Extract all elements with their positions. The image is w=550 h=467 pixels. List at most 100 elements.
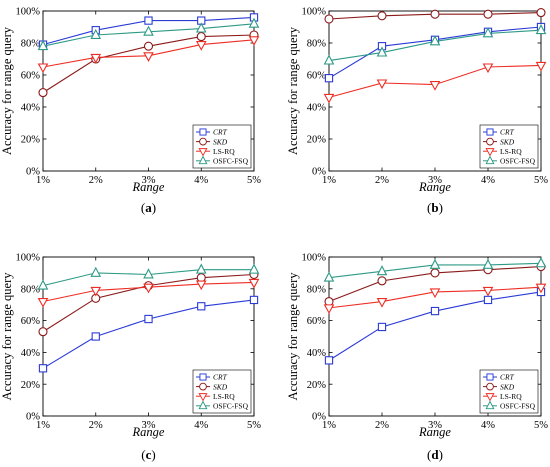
data-point — [37, 297, 49, 308]
legend-item-ls-rq: LS-RQ — [483, 392, 522, 402]
y-tick-label: 0% — [26, 412, 40, 423]
data-point — [195, 41, 207, 51]
x-tick-label: 5% — [534, 175, 548, 186]
data-point — [90, 286, 102, 297]
data-point — [535, 283, 547, 294]
y-tick-label: 100% — [302, 7, 327, 18]
data-point — [324, 74, 334, 83]
data-point — [429, 35, 441, 46]
legend-swatch-marker — [199, 382, 207, 391]
panel-label: (b) — [427, 200, 443, 215]
legend-label: SKD — [213, 382, 228, 391]
legend-label: LS-RQ — [213, 392, 235, 401]
data-point — [323, 54, 335, 65]
data-point — [143, 268, 154, 279]
legend-item-skd: SKD — [483, 382, 515, 391]
legend-item-ls-rq: LS-RQ — [196, 392, 235, 402]
chart-panel-d: 0% 20% 40% 60% 80% 100% 1% 2% 3% 4% 5% Range Accurac… — [286, 253, 548, 462]
series-line — [328, 29, 542, 62]
legend-label: CRT — [500, 128, 515, 137]
x-axis-label: Range — [132, 180, 165, 194]
data-point — [196, 32, 206, 42]
legend-swatch-marker — [198, 393, 208, 402]
series-line — [328, 291, 542, 361]
data-point — [38, 88, 48, 98]
y-axis-label: Accuracy for range query — [0, 26, 14, 155]
y-tick-label: 100% — [16, 253, 41, 264]
legend-swatch-marker — [199, 373, 207, 381]
data-point — [144, 314, 153, 324]
series-crt — [324, 287, 546, 365]
legend-swatch-marker — [486, 128, 494, 136]
legend-label: LS-RQ — [500, 392, 522, 401]
x-tick-label: 2% — [375, 175, 389, 186]
legend-item-osfc-fsq: OSFC-FSQ — [196, 400, 249, 411]
legend-item-osfc-fsq: OSFC-FSQ — [483, 155, 536, 166]
data-point — [197, 302, 206, 311]
data-point — [195, 22, 207, 33]
x-tick-label: 1% — [322, 420, 336, 431]
legend-swatch-marker — [199, 137, 207, 146]
legend-swatch-marker — [485, 393, 495, 402]
x-tick-label: 1% — [322, 175, 336, 186]
y-tick-label: 80% — [307, 284, 327, 295]
series-osfc-fsq — [37, 17, 260, 51]
legend-item-crt: CRT — [483, 128, 515, 137]
legend-swatch-marker — [486, 382, 494, 391]
x-tick-label: 4% — [481, 420, 495, 431]
panel-letter: b — [431, 200, 438, 215]
legend-item-osfc-fsq: OSFC-FSQ — [196, 155, 249, 166]
panel-letter: c — [146, 447, 152, 462]
y-tick-label: 0% — [312, 167, 326, 178]
data-point — [38, 364, 48, 373]
data-point — [376, 46, 388, 57]
legend-item-skd: SKD — [483, 137, 515, 146]
data-point — [195, 280, 207, 291]
legend-swatch-marker — [485, 155, 495, 165]
data-point — [429, 288, 441, 299]
legend-label: CRT — [500, 373, 515, 382]
series-skd — [324, 261, 546, 307]
data-point — [37, 63, 49, 74]
y-tick-label: 80% — [21, 284, 41, 295]
y-tick-label: 40% — [307, 348, 327, 359]
x-tick-label: 3% — [142, 420, 156, 431]
data-point — [536, 8, 546, 18]
legend-swatch-marker — [199, 128, 207, 136]
panel-label: (d) — [427, 447, 443, 462]
y-tick-label: 60% — [307, 71, 327, 82]
data-point — [376, 265, 388, 276]
data-point — [482, 258, 494, 269]
data-point — [429, 81, 441, 91]
data-point — [37, 279, 49, 290]
legend-swatch-marker — [485, 400, 495, 410]
x-tick-label: 3% — [428, 420, 442, 431]
y-tick-label: 20% — [21, 135, 41, 146]
legend-label: LS-RQ — [213, 147, 235, 156]
y-tick-label: 100% — [16, 7, 41, 18]
legend-item-crt: CRT — [483, 373, 515, 382]
chart-panel-c: 0% 20% 40% 60% 80% 100% 1% 2% 3% 4% 5% Range Accurac… — [0, 253, 261, 462]
data-point — [324, 14, 334, 24]
x-tick-label: 1% — [36, 420, 50, 431]
y-tick-label: 80% — [21, 39, 41, 50]
data-point — [90, 28, 102, 39]
data-point — [430, 268, 440, 278]
data-point — [377, 276, 387, 286]
data-point — [323, 93, 335, 104]
data-point — [535, 61, 547, 72]
data-point — [376, 297, 388, 308]
x-tick-label: 2% — [89, 175, 103, 186]
legend-label: SKD — [500, 382, 515, 391]
data-point — [144, 16, 153, 25]
data-point — [143, 25, 154, 36]
x-tick-label: 3% — [142, 175, 156, 186]
chart-panel-b: 0% 20% 40% 60% 80% 100% 1% 2% 3% 4% 5% Range Accurac… — [286, 7, 548, 215]
y-tick-label: 60% — [21, 71, 41, 82]
y-tick-label: 40% — [307, 103, 327, 114]
data-point — [535, 24, 547, 35]
data-point — [324, 296, 334, 307]
y-tick-label: 60% — [307, 316, 327, 327]
legend-label: OSFC-FSQ — [213, 157, 249, 166]
